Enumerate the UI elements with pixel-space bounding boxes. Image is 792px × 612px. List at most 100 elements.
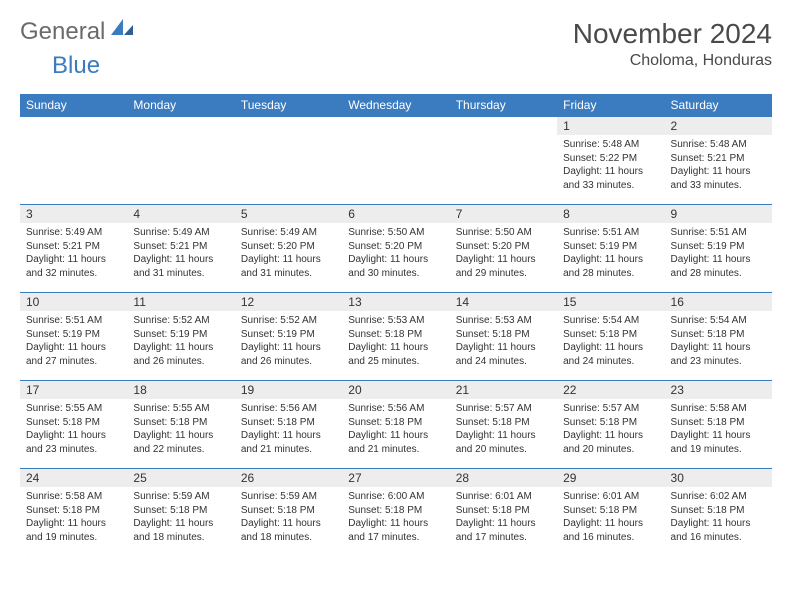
calendar-day-cell xyxy=(127,117,234,205)
weekday-header: Thursday xyxy=(450,94,557,117)
weekday-header: Friday xyxy=(557,94,664,117)
calendar-week-row: 10Sunrise: 5:51 AMSunset: 5:19 PMDayligh… xyxy=(20,293,772,381)
daylight-text: Daylight: 11 hours and 20 minutes. xyxy=(456,429,551,456)
sunset-text: Sunset: 5:18 PM xyxy=(456,504,551,518)
daylight-text: Daylight: 11 hours and 17 minutes. xyxy=(456,517,551,544)
logo-text-general: General xyxy=(20,18,105,46)
day-number-empty xyxy=(127,117,234,135)
day-details: Sunrise: 5:59 AMSunset: 5:18 PMDaylight:… xyxy=(127,487,234,547)
day-details: Sunrise: 5:58 AMSunset: 5:18 PMDaylight:… xyxy=(20,487,127,547)
calendar-day-cell: 12Sunrise: 5:52 AMSunset: 5:19 PMDayligh… xyxy=(235,293,342,381)
sunset-text: Sunset: 5:22 PM xyxy=(563,152,658,166)
daylight-text: Daylight: 11 hours and 29 minutes. xyxy=(456,253,551,280)
calendar-day-cell: 8Sunrise: 5:51 AMSunset: 5:19 PMDaylight… xyxy=(557,205,664,293)
sunset-text: Sunset: 5:18 PM xyxy=(348,328,443,342)
day-number: 26 xyxy=(235,469,342,487)
calendar-week-row: 24Sunrise: 5:58 AMSunset: 5:18 PMDayligh… xyxy=(20,469,772,557)
sunset-text: Sunset: 5:19 PM xyxy=(671,240,766,254)
day-details: Sunrise: 5:54 AMSunset: 5:18 PMDaylight:… xyxy=(557,311,664,371)
day-number: 3 xyxy=(20,205,127,223)
day-number: 30 xyxy=(665,469,772,487)
sunrise-text: Sunrise: 5:50 AM xyxy=(348,226,443,240)
sunset-text: Sunset: 5:19 PM xyxy=(133,328,228,342)
calendar-day-cell: 13Sunrise: 5:53 AMSunset: 5:18 PMDayligh… xyxy=(342,293,449,381)
day-details: Sunrise: 5:52 AMSunset: 5:19 PMDaylight:… xyxy=(235,311,342,371)
daylight-text: Daylight: 11 hours and 33 minutes. xyxy=(563,165,658,192)
day-details: Sunrise: 6:01 AMSunset: 5:18 PMDaylight:… xyxy=(557,487,664,547)
calendar-day-cell: 30Sunrise: 6:02 AMSunset: 5:18 PMDayligh… xyxy=(665,469,772,557)
day-details: Sunrise: 5:52 AMSunset: 5:19 PMDaylight:… xyxy=(127,311,234,371)
sunset-text: Sunset: 5:19 PM xyxy=(241,328,336,342)
sunrise-text: Sunrise: 5:57 AM xyxy=(456,402,551,416)
daylight-text: Daylight: 11 hours and 19 minutes. xyxy=(671,429,766,456)
day-number: 9 xyxy=(665,205,772,223)
day-number: 19 xyxy=(235,381,342,399)
calendar-day-cell: 9Sunrise: 5:51 AMSunset: 5:19 PMDaylight… xyxy=(665,205,772,293)
daylight-text: Daylight: 11 hours and 16 minutes. xyxy=(563,517,658,544)
day-details: Sunrise: 5:49 AMSunset: 5:20 PMDaylight:… xyxy=(235,223,342,283)
daylight-text: Daylight: 11 hours and 21 minutes. xyxy=(348,429,443,456)
sunset-text: Sunset: 5:18 PM xyxy=(26,416,121,430)
calendar-week-row: 17Sunrise: 5:55 AMSunset: 5:18 PMDayligh… xyxy=(20,381,772,469)
daylight-text: Daylight: 11 hours and 22 minutes. xyxy=(133,429,228,456)
sunrise-text: Sunrise: 5:56 AM xyxy=(348,402,443,416)
day-number: 6 xyxy=(342,205,449,223)
calendar-day-cell xyxy=(450,117,557,205)
sunrise-text: Sunrise: 5:53 AM xyxy=(456,314,551,328)
day-number: 29 xyxy=(557,469,664,487)
sunrise-text: Sunrise: 5:55 AM xyxy=(133,402,228,416)
sunset-text: Sunset: 5:18 PM xyxy=(241,504,336,518)
calendar-day-cell xyxy=(342,117,449,205)
sunrise-text: Sunrise: 5:49 AM xyxy=(26,226,121,240)
weekday-header: Sunday xyxy=(20,94,127,117)
sunset-text: Sunset: 5:18 PM xyxy=(671,504,766,518)
sunset-text: Sunset: 5:18 PM xyxy=(456,328,551,342)
day-number: 23 xyxy=(665,381,772,399)
weekday-header: Wednesday xyxy=(342,94,449,117)
day-number: 14 xyxy=(450,293,557,311)
calendar-day-cell: 5Sunrise: 5:49 AMSunset: 5:20 PMDaylight… xyxy=(235,205,342,293)
sunset-text: Sunset: 5:19 PM xyxy=(26,328,121,342)
calendar-day-cell xyxy=(20,117,127,205)
sunset-text: Sunset: 5:18 PM xyxy=(241,416,336,430)
daylight-text: Daylight: 11 hours and 18 minutes. xyxy=(133,517,228,544)
day-number: 28 xyxy=(450,469,557,487)
sunset-text: Sunset: 5:20 PM xyxy=(348,240,443,254)
weekday-header: Tuesday xyxy=(235,94,342,117)
sunset-text: Sunset: 5:18 PM xyxy=(26,504,121,518)
day-details: Sunrise: 6:01 AMSunset: 5:18 PMDaylight:… xyxy=(450,487,557,547)
day-details: Sunrise: 5:56 AMSunset: 5:18 PMDaylight:… xyxy=(342,399,449,459)
day-number: 1 xyxy=(557,117,664,135)
calendar-day-cell: 6Sunrise: 5:50 AMSunset: 5:20 PMDaylight… xyxy=(342,205,449,293)
calendar-day-cell: 11Sunrise: 5:52 AMSunset: 5:19 PMDayligh… xyxy=(127,293,234,381)
sunset-text: Sunset: 5:20 PM xyxy=(241,240,336,254)
sunrise-text: Sunrise: 5:51 AM xyxy=(563,226,658,240)
calendar-day-cell: 28Sunrise: 6:01 AMSunset: 5:18 PMDayligh… xyxy=(450,469,557,557)
daylight-text: Daylight: 11 hours and 23 minutes. xyxy=(26,429,121,456)
calendar-week-row: 1Sunrise: 5:48 AMSunset: 5:22 PMDaylight… xyxy=(20,117,772,205)
day-number: 24 xyxy=(20,469,127,487)
calendar-day-cell: 19Sunrise: 5:56 AMSunset: 5:18 PMDayligh… xyxy=(235,381,342,469)
day-number: 8 xyxy=(557,205,664,223)
sunset-text: Sunset: 5:18 PM xyxy=(133,416,228,430)
sunset-text: Sunset: 5:18 PM xyxy=(563,504,658,518)
calendar-day-cell: 3Sunrise: 5:49 AMSunset: 5:21 PMDaylight… xyxy=(20,205,127,293)
day-details: Sunrise: 5:53 AMSunset: 5:18 PMDaylight:… xyxy=(342,311,449,371)
weekday-header: Monday xyxy=(127,94,234,117)
day-number-empty xyxy=(450,117,557,135)
calendar-day-cell: 21Sunrise: 5:57 AMSunset: 5:18 PMDayligh… xyxy=(450,381,557,469)
sunrise-text: Sunrise: 6:01 AM xyxy=(456,490,551,504)
calendar-day-cell: 15Sunrise: 5:54 AMSunset: 5:18 PMDayligh… xyxy=(557,293,664,381)
day-details: Sunrise: 5:55 AMSunset: 5:18 PMDaylight:… xyxy=(20,399,127,459)
calendar-day-cell: 29Sunrise: 6:01 AMSunset: 5:18 PMDayligh… xyxy=(557,469,664,557)
calendar-day-cell: 10Sunrise: 5:51 AMSunset: 5:19 PMDayligh… xyxy=(20,293,127,381)
day-number: 16 xyxy=(665,293,772,311)
sunrise-text: Sunrise: 5:59 AM xyxy=(241,490,336,504)
daylight-text: Daylight: 11 hours and 19 minutes. xyxy=(26,517,121,544)
day-details: Sunrise: 6:00 AMSunset: 5:18 PMDaylight:… xyxy=(342,487,449,547)
daylight-text: Daylight: 11 hours and 18 minutes. xyxy=(241,517,336,544)
weekday-header-row: Sunday Monday Tuesday Wednesday Thursday… xyxy=(20,94,772,117)
day-number: 13 xyxy=(342,293,449,311)
daylight-text: Daylight: 11 hours and 23 minutes. xyxy=(671,341,766,368)
sunrise-text: Sunrise: 6:00 AM xyxy=(348,490,443,504)
